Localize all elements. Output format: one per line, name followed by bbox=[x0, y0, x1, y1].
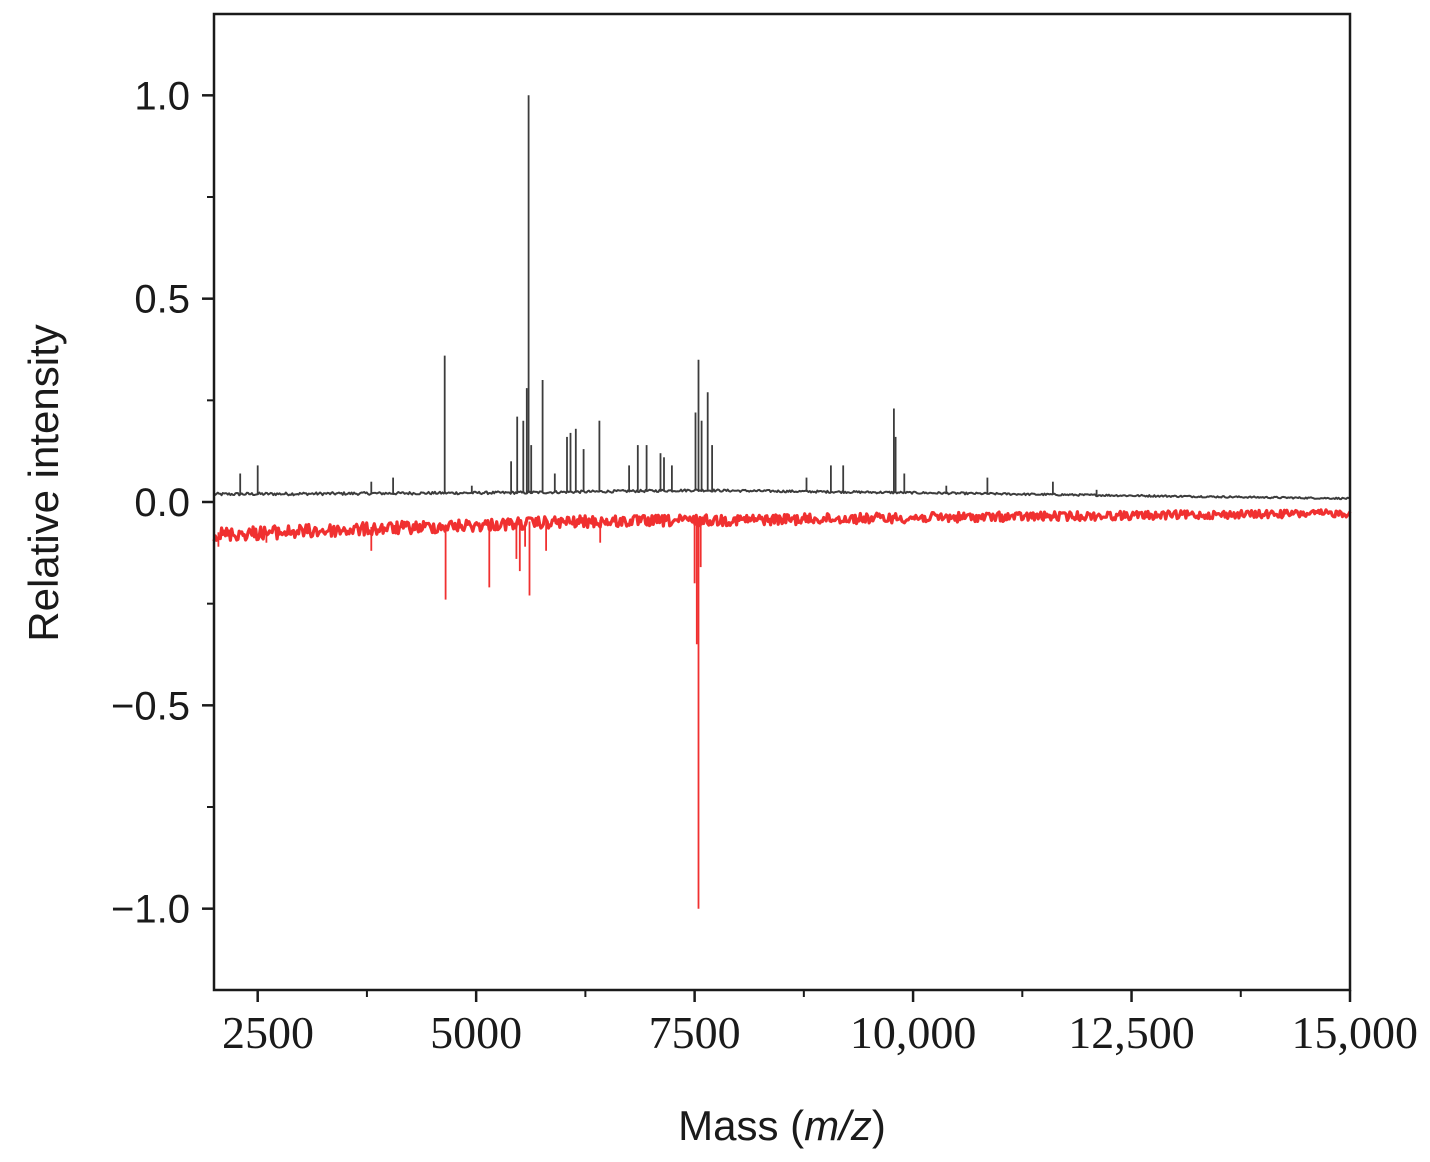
y-tick-label-4: −0.5 bbox=[111, 684, 190, 728]
plot-frame bbox=[212, 12, 1352, 992]
x-tick-label-2: 5000 bbox=[430, 1007, 522, 1058]
y-tick-label-1: 1.0 bbox=[134, 74, 190, 118]
x-axis-title-unit: m/z bbox=[804, 1102, 872, 1149]
x-axis-title: Mass (m/z) bbox=[678, 1102, 886, 1149]
series-1-baseline bbox=[213, 488, 1351, 501]
y-axis-title: Relative intensity bbox=[20, 324, 67, 641]
x-tick-label-4: 10,000 bbox=[850, 1007, 977, 1058]
series-layer bbox=[212, 95, 1352, 909]
x-tick-label-3: 7500 bbox=[649, 1007, 741, 1058]
y-tick-label-3: 0.0 bbox=[134, 481, 190, 525]
y-tick-label-2: 0.5 bbox=[134, 278, 190, 322]
x-tick-label-5: 12,500 bbox=[1068, 1007, 1195, 1058]
x-tick-label-1: 2500 bbox=[222, 1007, 314, 1058]
series-2-baseline bbox=[212, 508, 1352, 542]
series-1 bbox=[213, 95, 1351, 501]
axes-layer: 1.0 0.5 0.0 −0.5 −1.0 2500 5000 7500 10,000 12,50… bbox=[111, 12, 1419, 1058]
series-2 bbox=[212, 508, 1352, 909]
x-tick-label-6: 15,000 bbox=[1292, 1007, 1419, 1058]
y-tick-label-5: −1.0 bbox=[111, 888, 190, 932]
x-axis-title-prefix: Mass ( bbox=[678, 1102, 804, 1149]
x-axis-title-suffix: ) bbox=[872, 1102, 886, 1149]
